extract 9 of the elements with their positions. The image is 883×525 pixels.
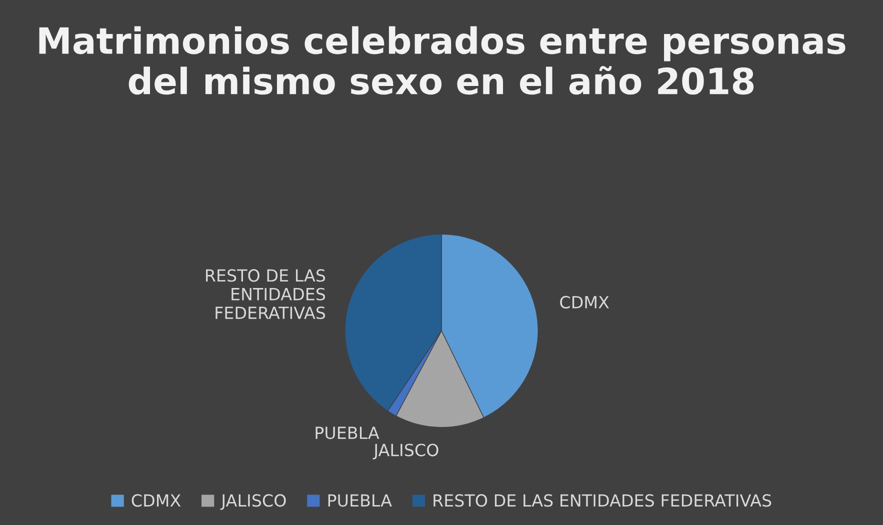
legend-label: CDMX: [132, 494, 181, 507]
legend-label: PUEBLA: [328, 494, 392, 507]
slice-label: PUEBLA: [316, 426, 380, 440]
slice-label: CDMX: [560, 296, 609, 309]
legend-label: RESTO DE LAS ENTIDADES FEDERATIVAS: [434, 494, 772, 507]
slice-label: JALISCO: [372, 444, 438, 460]
legend-label: JALISCO: [220, 494, 286, 510]
slice-label: RESTO DE LAS ENTIDADES FEDERATIVAS: [206, 269, 326, 320]
chart-title: Matrimonios celebrados entre personas del mismo sexo en el año 2018: [39, 26, 846, 95]
